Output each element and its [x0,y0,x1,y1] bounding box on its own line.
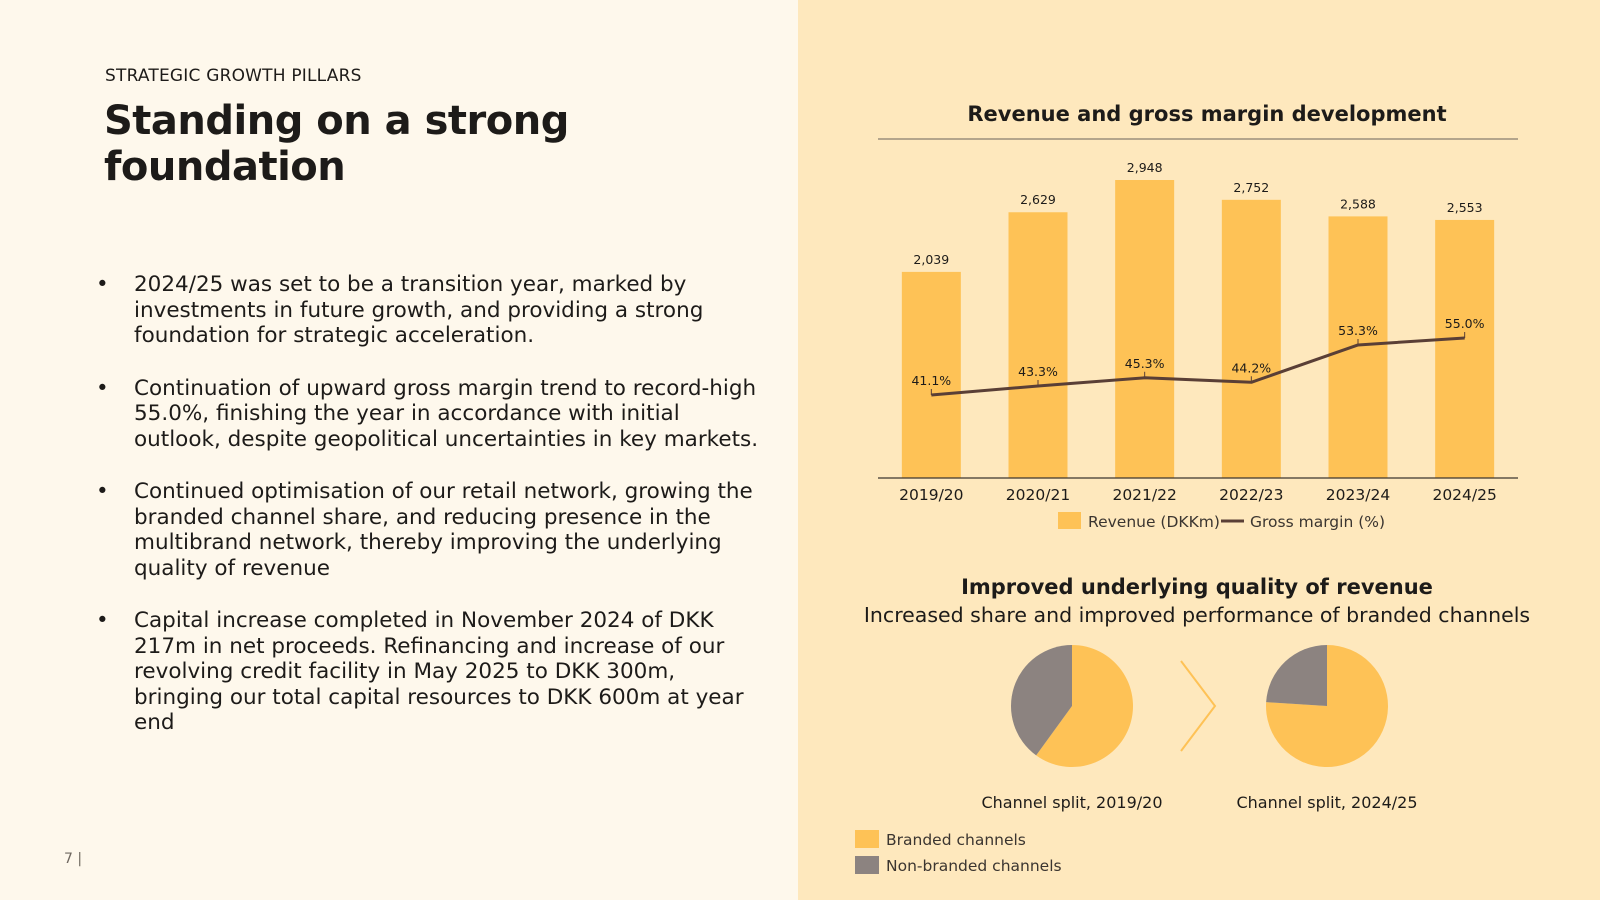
gross-margin-label: 41.1% [911,373,951,388]
chart-title: Improved underlying quality of revenue [961,575,1433,599]
pie-caption: Channel split, 2019/20 [981,793,1162,812]
x-tick-label: 2022/23 [1219,486,1283,504]
gross-margin-label: 44.2% [1231,360,1271,375]
gross-margin-label: 43.3% [1018,364,1058,379]
bullet-dot: • [96,272,109,297]
section-eyebrow: STRATEGIC GROWTH PILLARS [105,66,362,86]
revenue-bar [901,271,961,478]
bar-value-label: 2,588 [1340,196,1376,211]
gross-margin-label: 53.3% [1338,323,1378,338]
bar-value-label: 2,948 [1127,160,1163,175]
revenue-bar [1328,216,1388,478]
bullet-item: • Capital increase completed in November … [94,608,764,736]
bullet-dot: • [96,608,109,633]
legend-label-revenue: Revenue (DKKm) [1088,513,1220,531]
bar-value-label: 2,752 [1233,180,1269,195]
bullet-list: • 2024/25 was set to be a transition year… [94,272,764,763]
legend-swatch-revenue [1058,512,1081,529]
bullet-item: • Continued optimisation of our retail ne… [94,479,764,581]
gross-margin-label: 45.3% [1125,356,1165,371]
revenue-bar [1115,180,1175,478]
pie-slice-branded [1036,645,1134,767]
chart-subtitle: Increased share and improved performance… [864,603,1530,627]
bullet-text: Continuation of upward gross margin tren… [134,375,759,452]
bullet-dot: • [96,375,109,401]
bullet-item: • 2024/25 was set to be a transition year… [94,272,764,349]
gross-margin-label: 55.0% [1445,316,1485,331]
bullet-text: Capital increase completed in November 2… [134,608,744,735]
page-number: 7 | [64,851,83,867]
revenue-bar [1435,219,1495,478]
left-panel: STRATEGIC GROWTH PILLARS Standing on a s… [0,0,798,900]
bar-value-label: 2,553 [1447,200,1483,215]
bar-value-label: 2,039 [913,252,949,267]
revenue-bar [1221,199,1281,479]
revenue-bar [1008,212,1068,478]
bullet-dot: • [96,479,109,504]
page-title: Standing on a strong foundation [104,98,569,190]
x-tick-label: 2023/24 [1326,486,1390,504]
legend-swatch-branded [855,830,879,848]
pie-caption: Channel split, 2024/25 [1236,793,1417,812]
bullet-text: 2024/25 was set to be a transition year,… [134,272,704,348]
x-tick-label: 2019/20 [899,486,963,504]
x-tick-label: 2020/21 [1006,486,1070,504]
legend-label-non-branded: Non-branded channels [886,857,1062,875]
bullet-text: Continued optimisation of our retail net… [134,479,753,581]
pie-slice-non-branded [1266,645,1327,706]
chart-title: Revenue and gross margin development [967,102,1446,126]
chevron-right-icon [1180,660,1217,752]
x-tick-label: 2021/22 [1112,486,1176,504]
legend-label-branded: Branded channels [886,831,1026,849]
bar-value-label: 2,629 [1020,192,1056,207]
pie-slice-non-branded [1011,644,1072,756]
legend-swatch-non-branded [855,856,879,874]
gross-margin-line [931,336,1465,397]
legend-label-gross-margin: Gross margin (%) [1250,513,1385,531]
bullet-item: • Continuation of upward gross margin tre… [94,376,764,453]
x-tick-label: 2024/25 [1432,486,1496,504]
